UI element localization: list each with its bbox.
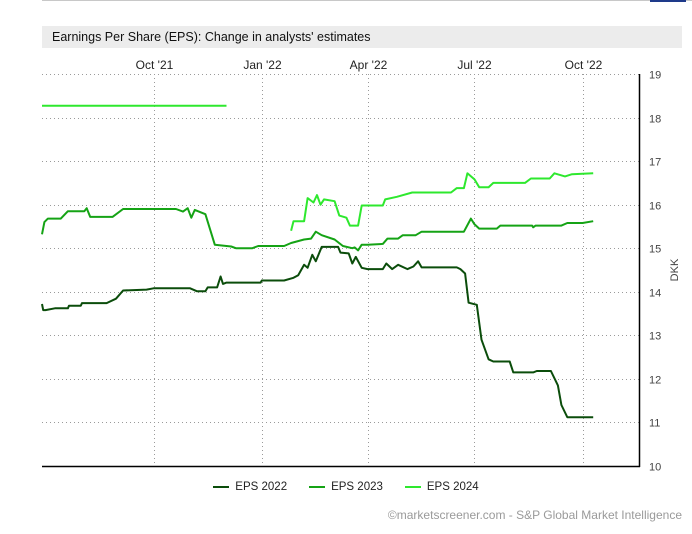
x-tick-label: Oct '21 (136, 58, 174, 72)
legend-label: EPS 2023 (331, 481, 383, 493)
top-border (42, 0, 692, 1)
chart-title: Earnings Per Share (EPS): Change in anal… (42, 26, 682, 48)
corner-accent (650, 0, 686, 2)
y-tick-label: 14 (649, 288, 661, 300)
series-line-1 (41, 245, 594, 419)
y-axis-label: DKK (669, 258, 681, 281)
legend-item[interactable]: EPS 2023 (309, 481, 383, 493)
y-tick-label: 13 (649, 331, 661, 343)
x-tick-label: Jan '22 (243, 58, 282, 72)
series-layer (41, 104, 594, 419)
legend-swatch (213, 485, 230, 488)
chart-legend: EPS 2022 EPS 2023 EPS 2024 (0, 481, 692, 493)
legend-item[interactable]: EPS 2022 (213, 481, 287, 493)
axis-layer (42, 74, 641, 468)
series-line-3 (42, 104, 594, 232)
y-tick-label: 15 (649, 244, 661, 256)
y-tick-label: 16 (649, 201, 661, 213)
legend-swatch (404, 485, 421, 488)
legend-swatch (309, 485, 326, 488)
legend-item[interactable]: EPS 2024 (404, 481, 479, 493)
series-line-2 (41, 207, 594, 252)
source-credit: ©marketscreener.com - S&P Global Market … (387, 508, 682, 522)
legend-label: EPS 2024 (426, 481, 479, 493)
y-tick-label: 17 (649, 157, 661, 169)
y-tick-label: 10 (649, 462, 661, 474)
x-tick-label: Jul '22 (457, 58, 492, 72)
y-tick-label: 19 (649, 70, 661, 82)
y-tick-label: 18 (649, 114, 661, 126)
label-layer: 10 11 12 13 14 15 16 17 18 19 Oct '21 Jan '22 Apr '2… (136, 58, 681, 474)
legend-label: EPS 2022 (235, 481, 288, 493)
x-tick-label: Oct '22 (565, 58, 603, 72)
y-tick-label: 11 (649, 418, 660, 430)
y-tick-label: 12 (649, 375, 661, 387)
x-tick-label: Apr '22 (350, 58, 388, 72)
grid-layer (42, 74, 639, 467)
